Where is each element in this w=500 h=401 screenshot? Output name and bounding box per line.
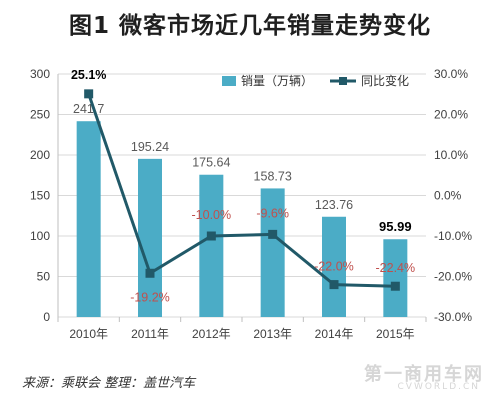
line-path <box>87 93 396 288</box>
y-left-tick-label: 300 <box>30 67 50 81</box>
bar-series <box>76 121 408 318</box>
line-value-label: 25.1% <box>71 68 106 82</box>
x-tick-label: 2014年 <box>315 327 354 341</box>
legend-swatch-bar <box>222 76 236 86</box>
y-right-tick-label: -20.0% <box>434 270 472 284</box>
bar <box>138 158 162 317</box>
bar-value-label: 123.76 <box>315 198 353 212</box>
line-series <box>84 89 400 291</box>
axes: 0 50 100 150 200 250 300 -30.0% -20.0% -10.0% 0.0%… <box>30 67 472 341</box>
watermark-url: CVWORLD.CN <box>397 382 480 392</box>
chart-title: 图1 微客市场近几年销量走势变化 <box>68 13 431 39</box>
y-left-tick-label: 100 <box>30 229 50 243</box>
grid-lines <box>58 73 426 318</box>
line-value-label: -10.0% <box>192 208 232 222</box>
line-value-label: -22.4% <box>376 261 416 275</box>
watermark-logo: 第一商用车网 <box>364 364 484 385</box>
bar-value-label: 95.99 <box>379 219 412 234</box>
line-point <box>84 89 94 99</box>
y-left-tick-label: 200 <box>30 148 50 162</box>
bar <box>199 174 224 317</box>
legend-marker-line <box>339 77 347 85</box>
line-point <box>145 268 155 278</box>
line-value-label: -19.2% <box>130 290 170 304</box>
bar <box>383 239 408 317</box>
y-left-tick-label: 250 <box>30 108 50 122</box>
bar-value-labels: 241.7 195.24 175.64 158.73 123.76 95.99 <box>73 102 412 234</box>
bar <box>260 188 285 317</box>
line-point <box>206 231 216 241</box>
line-value-label: -22.0% <box>314 260 354 274</box>
y-right-tick-label: -10.0% <box>434 229 472 243</box>
bar-value-label: 175.64 <box>192 156 230 170</box>
line-value-label: -9.6% <box>256 206 289 220</box>
x-tick-label: 2012年 <box>192 327 231 341</box>
legend-label-line: 同比变化 <box>361 73 409 88</box>
bar-value-label: 158.73 <box>254 169 292 183</box>
y-left-tick-label: 50 <box>37 270 51 284</box>
source-note: 来源：乘联会 整理：盖世汽车 <box>22 376 196 391</box>
x-tick-label: 2013年 <box>253 327 292 341</box>
y-right-tick-label: -30.0% <box>434 310 472 324</box>
y-right-tick-label: 20.0% <box>434 108 468 122</box>
legend-label-bar: 销量（万辆） <box>241 74 313 88</box>
bar-value-label: 241.7 <box>73 102 104 116</box>
x-tick-label: 2010年 <box>69 327 108 341</box>
bar <box>76 121 101 318</box>
x-tick-label: 2015年 <box>376 327 415 341</box>
y-right-tick-label: 30.0% <box>434 67 468 81</box>
y-left-tick-label: 150 <box>30 189 50 203</box>
line-value-labels: 25.1% -19.2% -10.0% -9.6% -22.0% -22.4% <box>71 68 415 304</box>
y-right-tick-label: 0.0% <box>434 189 462 203</box>
y-right-tick-label: 10.0% <box>434 148 468 162</box>
line-point <box>329 280 339 290</box>
line-point <box>390 281 400 291</box>
legend: 销量（万辆） 同比变化 <box>222 73 409 88</box>
bar-value-label: 195.24 <box>131 140 169 154</box>
y-left-tick-label: 0 <box>43 310 50 324</box>
x-tick-label: 2011年 <box>131 327 169 341</box>
bar <box>322 216 346 317</box>
line-point <box>268 229 278 239</box>
